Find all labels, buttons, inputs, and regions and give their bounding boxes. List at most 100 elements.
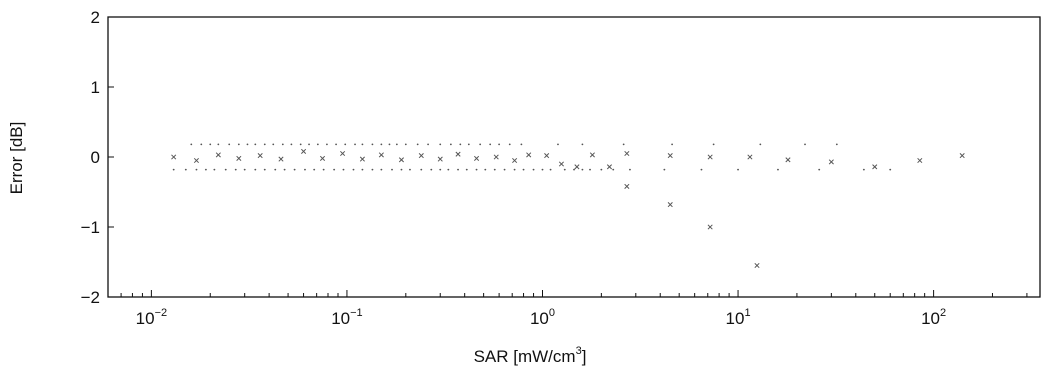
y-tick-label: 2 xyxy=(91,8,100,27)
data-point xyxy=(589,152,595,158)
data-point xyxy=(624,150,630,157)
data-point xyxy=(359,156,365,162)
data-point-dot xyxy=(489,143,492,146)
y-tick-label: 0 xyxy=(91,148,100,167)
data-point xyxy=(754,262,760,269)
data-point-dot xyxy=(493,168,496,171)
data-point-dot xyxy=(427,143,429,146)
data-point-dot xyxy=(213,168,216,171)
data-point-dot xyxy=(589,168,591,171)
plot-frame xyxy=(107,16,1041,298)
x-axis-label: SAR [mW/cm3] xyxy=(474,345,587,366)
x-tick-label: 101 xyxy=(726,307,751,328)
data-point xyxy=(667,153,673,159)
data-point xyxy=(606,164,613,170)
data-point xyxy=(526,152,532,158)
data-point xyxy=(215,152,221,158)
data-point-dot xyxy=(272,143,275,146)
data-point-dot xyxy=(246,143,249,146)
data-point-dot xyxy=(228,143,231,146)
data-point-dot xyxy=(663,168,666,171)
data-point xyxy=(257,153,263,159)
data-point-dot xyxy=(404,143,407,146)
data-point xyxy=(917,157,923,164)
data-point-dot xyxy=(457,168,459,171)
data-point-dot xyxy=(430,168,433,171)
data-point-dot xyxy=(563,168,566,171)
data-point-dot xyxy=(281,143,284,146)
data-point-dot xyxy=(283,168,286,171)
data-point-dot xyxy=(371,143,374,146)
data-point xyxy=(437,156,443,162)
data-point xyxy=(512,157,518,164)
data-point-dot xyxy=(581,143,584,146)
data-point-dot xyxy=(335,143,337,146)
data-point-dot xyxy=(333,168,336,171)
data-point xyxy=(378,152,384,158)
data-point-dot xyxy=(508,143,511,146)
data-point-dot xyxy=(388,143,391,146)
data-point xyxy=(193,157,200,164)
data-point-dot xyxy=(835,143,838,146)
data-point-dot xyxy=(274,168,277,171)
data-point-dot xyxy=(612,168,615,171)
data-point-dot xyxy=(700,168,703,171)
data-point-dot xyxy=(195,168,198,171)
data-point-dot xyxy=(479,143,482,146)
data-point-dot xyxy=(200,143,203,146)
data-point-dot xyxy=(513,168,516,171)
data-point xyxy=(544,153,550,159)
data-point-dot xyxy=(420,168,423,171)
data-point xyxy=(418,153,424,159)
data-point xyxy=(301,148,307,154)
data-point xyxy=(707,224,713,230)
x-tick-label: 102 xyxy=(921,307,946,328)
data-point-dot xyxy=(322,168,325,171)
data-point-dot xyxy=(234,168,237,171)
data-points xyxy=(171,143,965,269)
data-point-dot xyxy=(573,168,575,171)
plot-border xyxy=(107,16,1041,298)
data-point-dot xyxy=(409,168,411,171)
data-point-dot xyxy=(416,143,419,146)
data-point-dot xyxy=(243,168,246,171)
data-point xyxy=(455,151,461,157)
data-point-dot xyxy=(503,168,506,171)
data-point xyxy=(707,154,713,160)
y-tick-label: 1 xyxy=(91,78,100,97)
data-point-dot xyxy=(465,168,468,171)
data-point-dot xyxy=(299,143,302,146)
data-point-dot xyxy=(380,168,383,171)
data-point-dot xyxy=(254,168,257,171)
data-point-dot xyxy=(361,168,364,171)
data-point-dot xyxy=(361,143,364,146)
data-point-dot xyxy=(447,168,450,171)
data-point-dot xyxy=(439,143,442,146)
data-point-dot xyxy=(629,168,631,171)
data-point xyxy=(872,164,878,170)
data-point-dot xyxy=(391,168,393,171)
data-point-dot xyxy=(759,143,762,146)
data-point-dot xyxy=(498,143,501,146)
data-point-dot xyxy=(313,168,316,171)
data-point-dot xyxy=(380,143,383,146)
data-point-dot xyxy=(449,143,452,146)
data-point xyxy=(959,153,965,159)
data-point-dot xyxy=(304,168,306,171)
x-tick-label: 10−1 xyxy=(331,307,362,328)
data-point-dot xyxy=(352,168,355,171)
data-point-dot xyxy=(777,168,779,171)
data-point-dot xyxy=(467,143,470,146)
data-point-dot xyxy=(217,143,220,146)
data-point-dot xyxy=(459,143,462,146)
data-point-dot xyxy=(541,168,544,171)
data-point xyxy=(236,155,242,161)
data-point-dot xyxy=(204,168,207,171)
data-point-dot xyxy=(532,168,535,171)
data-point xyxy=(398,157,405,163)
data-point-dot xyxy=(209,143,212,146)
data-point-dot xyxy=(804,143,806,146)
data-point-dot xyxy=(600,168,603,171)
data-point-dot xyxy=(581,168,584,171)
